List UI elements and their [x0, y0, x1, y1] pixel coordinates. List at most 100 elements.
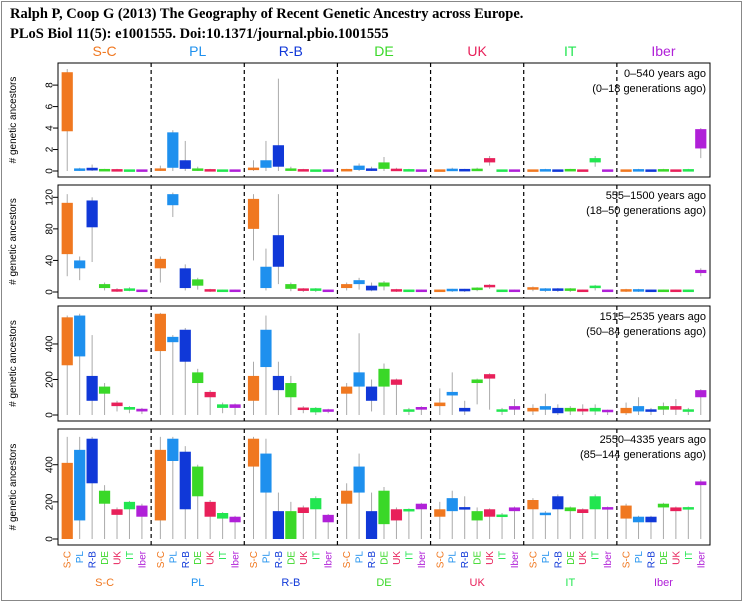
box-iber — [415, 503, 427, 510]
bottom-region-label: S-C — [95, 577, 114, 589]
y-axis-label: # genetic ancestors — [8, 320, 19, 407]
box-iber — [695, 129, 707, 149]
box-iber — [508, 169, 521, 172]
panel-frame — [57, 305, 711, 422]
top-region-label: IT — [564, 43, 577, 59]
box-iber — [136, 505, 148, 517]
box-iber — [322, 289, 334, 293]
box-r-b — [645, 289, 657, 293]
box-de — [378, 490, 390, 525]
box-it — [217, 404, 229, 408]
box-it — [403, 289, 415, 293]
box-r-b — [86, 438, 98, 484]
box-r-b — [459, 407, 471, 412]
box-r-b — [365, 386, 378, 401]
bottom-tick-label: UK — [392, 551, 403, 565]
y-tick-label: 400 — [45, 456, 56, 473]
box-iber — [415, 289, 427, 293]
box-s-c — [61, 72, 73, 132]
box-it — [589, 285, 601, 289]
box-pl — [446, 288, 458, 292]
box-de — [98, 386, 111, 394]
bottom-region-label: IT — [565, 577, 575, 589]
box-it — [217, 289, 229, 293]
box-s-c — [61, 462, 73, 539]
panel-time-label: 0–540 years ago — [624, 68, 706, 80]
box-r-b — [179, 160, 191, 169]
y-axis-label: # genetic ancestors — [8, 444, 19, 531]
box-it — [123, 288, 136, 291]
box-it — [403, 508, 415, 512]
panel-generation-label: (50–84 generations ago) — [586, 326, 706, 338]
box-pl — [260, 266, 272, 289]
box-s-c — [527, 500, 539, 510]
panel-generation-label: (0–18 generations ago) — [592, 83, 706, 95]
box-it — [310, 169, 322, 172]
bottom-tick-label: S-C — [435, 551, 446, 568]
y-tick-label: 200 — [45, 493, 56, 510]
bottom-tick-label: Iber — [324, 550, 335, 568]
box-s-c — [341, 168, 353, 172]
box-uk — [577, 169, 589, 172]
box-s-c — [527, 169, 539, 172]
box-iber — [322, 514, 334, 523]
panel-time-label: 2550–4335 years ago — [600, 434, 706, 446]
box-pl — [260, 160, 272, 168]
bottom-tick-label: S-C — [528, 551, 539, 568]
box-pl — [446, 498, 458, 512]
box-uk — [297, 407, 309, 411]
citation-line-1: Ralph P, Coop G (2013) The Geography of … — [10, 6, 524, 22]
bottom-tick-label: S-C — [249, 551, 260, 568]
box-r-b — [272, 511, 285, 539]
y-tick-label: 8 — [45, 82, 56, 88]
box-uk — [483, 509, 496, 517]
box-r-b — [365, 168, 378, 171]
bottom-tick-label: S-C — [156, 551, 167, 568]
box-it — [123, 407, 136, 410]
y-axis-label: # genetic ancestors — [8, 77, 19, 164]
box-de — [98, 168, 111, 172]
bottom-tick-label: UK — [485, 551, 496, 565]
bottom-tick-label: R-B — [274, 551, 285, 569]
bottom-tick-label: PL — [75, 551, 86, 564]
bottom-tick-label: R-B — [88, 551, 99, 569]
box-uk — [577, 289, 589, 293]
box-pl — [74, 449, 86, 521]
bottom-tick-label: DE — [100, 551, 111, 565]
box-iber — [229, 516, 241, 523]
box-it — [123, 501, 136, 510]
box-pl — [446, 391, 458, 396]
bottom-tick-label: R-B — [367, 551, 378, 569]
box-de — [378, 282, 390, 287]
box-de — [98, 284, 111, 289]
box-iber — [602, 289, 614, 293]
box-pl — [74, 260, 86, 269]
box-iber — [695, 269, 707, 274]
box-r-b — [179, 268, 191, 289]
box-de — [471, 287, 483, 291]
box-r-b — [645, 169, 657, 172]
box-de — [564, 288, 576, 291]
box-r-b — [86, 167, 98, 171]
box-uk — [111, 169, 123, 172]
box-it — [589, 158, 601, 163]
bottom-tick-label: PL — [168, 551, 179, 564]
box-r-b — [459, 288, 471, 292]
box-iber — [229, 169, 241, 172]
bottom-tick-label: PL — [355, 551, 366, 564]
box-de — [471, 511, 483, 521]
box-it — [123, 169, 136, 172]
box-s-c — [247, 167, 260, 171]
box-de — [192, 466, 204, 497]
box-s-c — [61, 202, 73, 255]
box-de — [564, 407, 576, 412]
box-s-c — [620, 407, 632, 414]
bottom-tick-label: DE — [193, 551, 204, 565]
y-tick-label: 40 — [45, 254, 56, 266]
box-s-c — [154, 168, 166, 171]
box-uk — [483, 374, 496, 379]
bottom-tick-label: IT — [404, 551, 415, 560]
box-it — [496, 514, 508, 518]
bottom-tick-label: PL — [261, 551, 272, 564]
bottom-tick-label: IT — [498, 551, 509, 560]
